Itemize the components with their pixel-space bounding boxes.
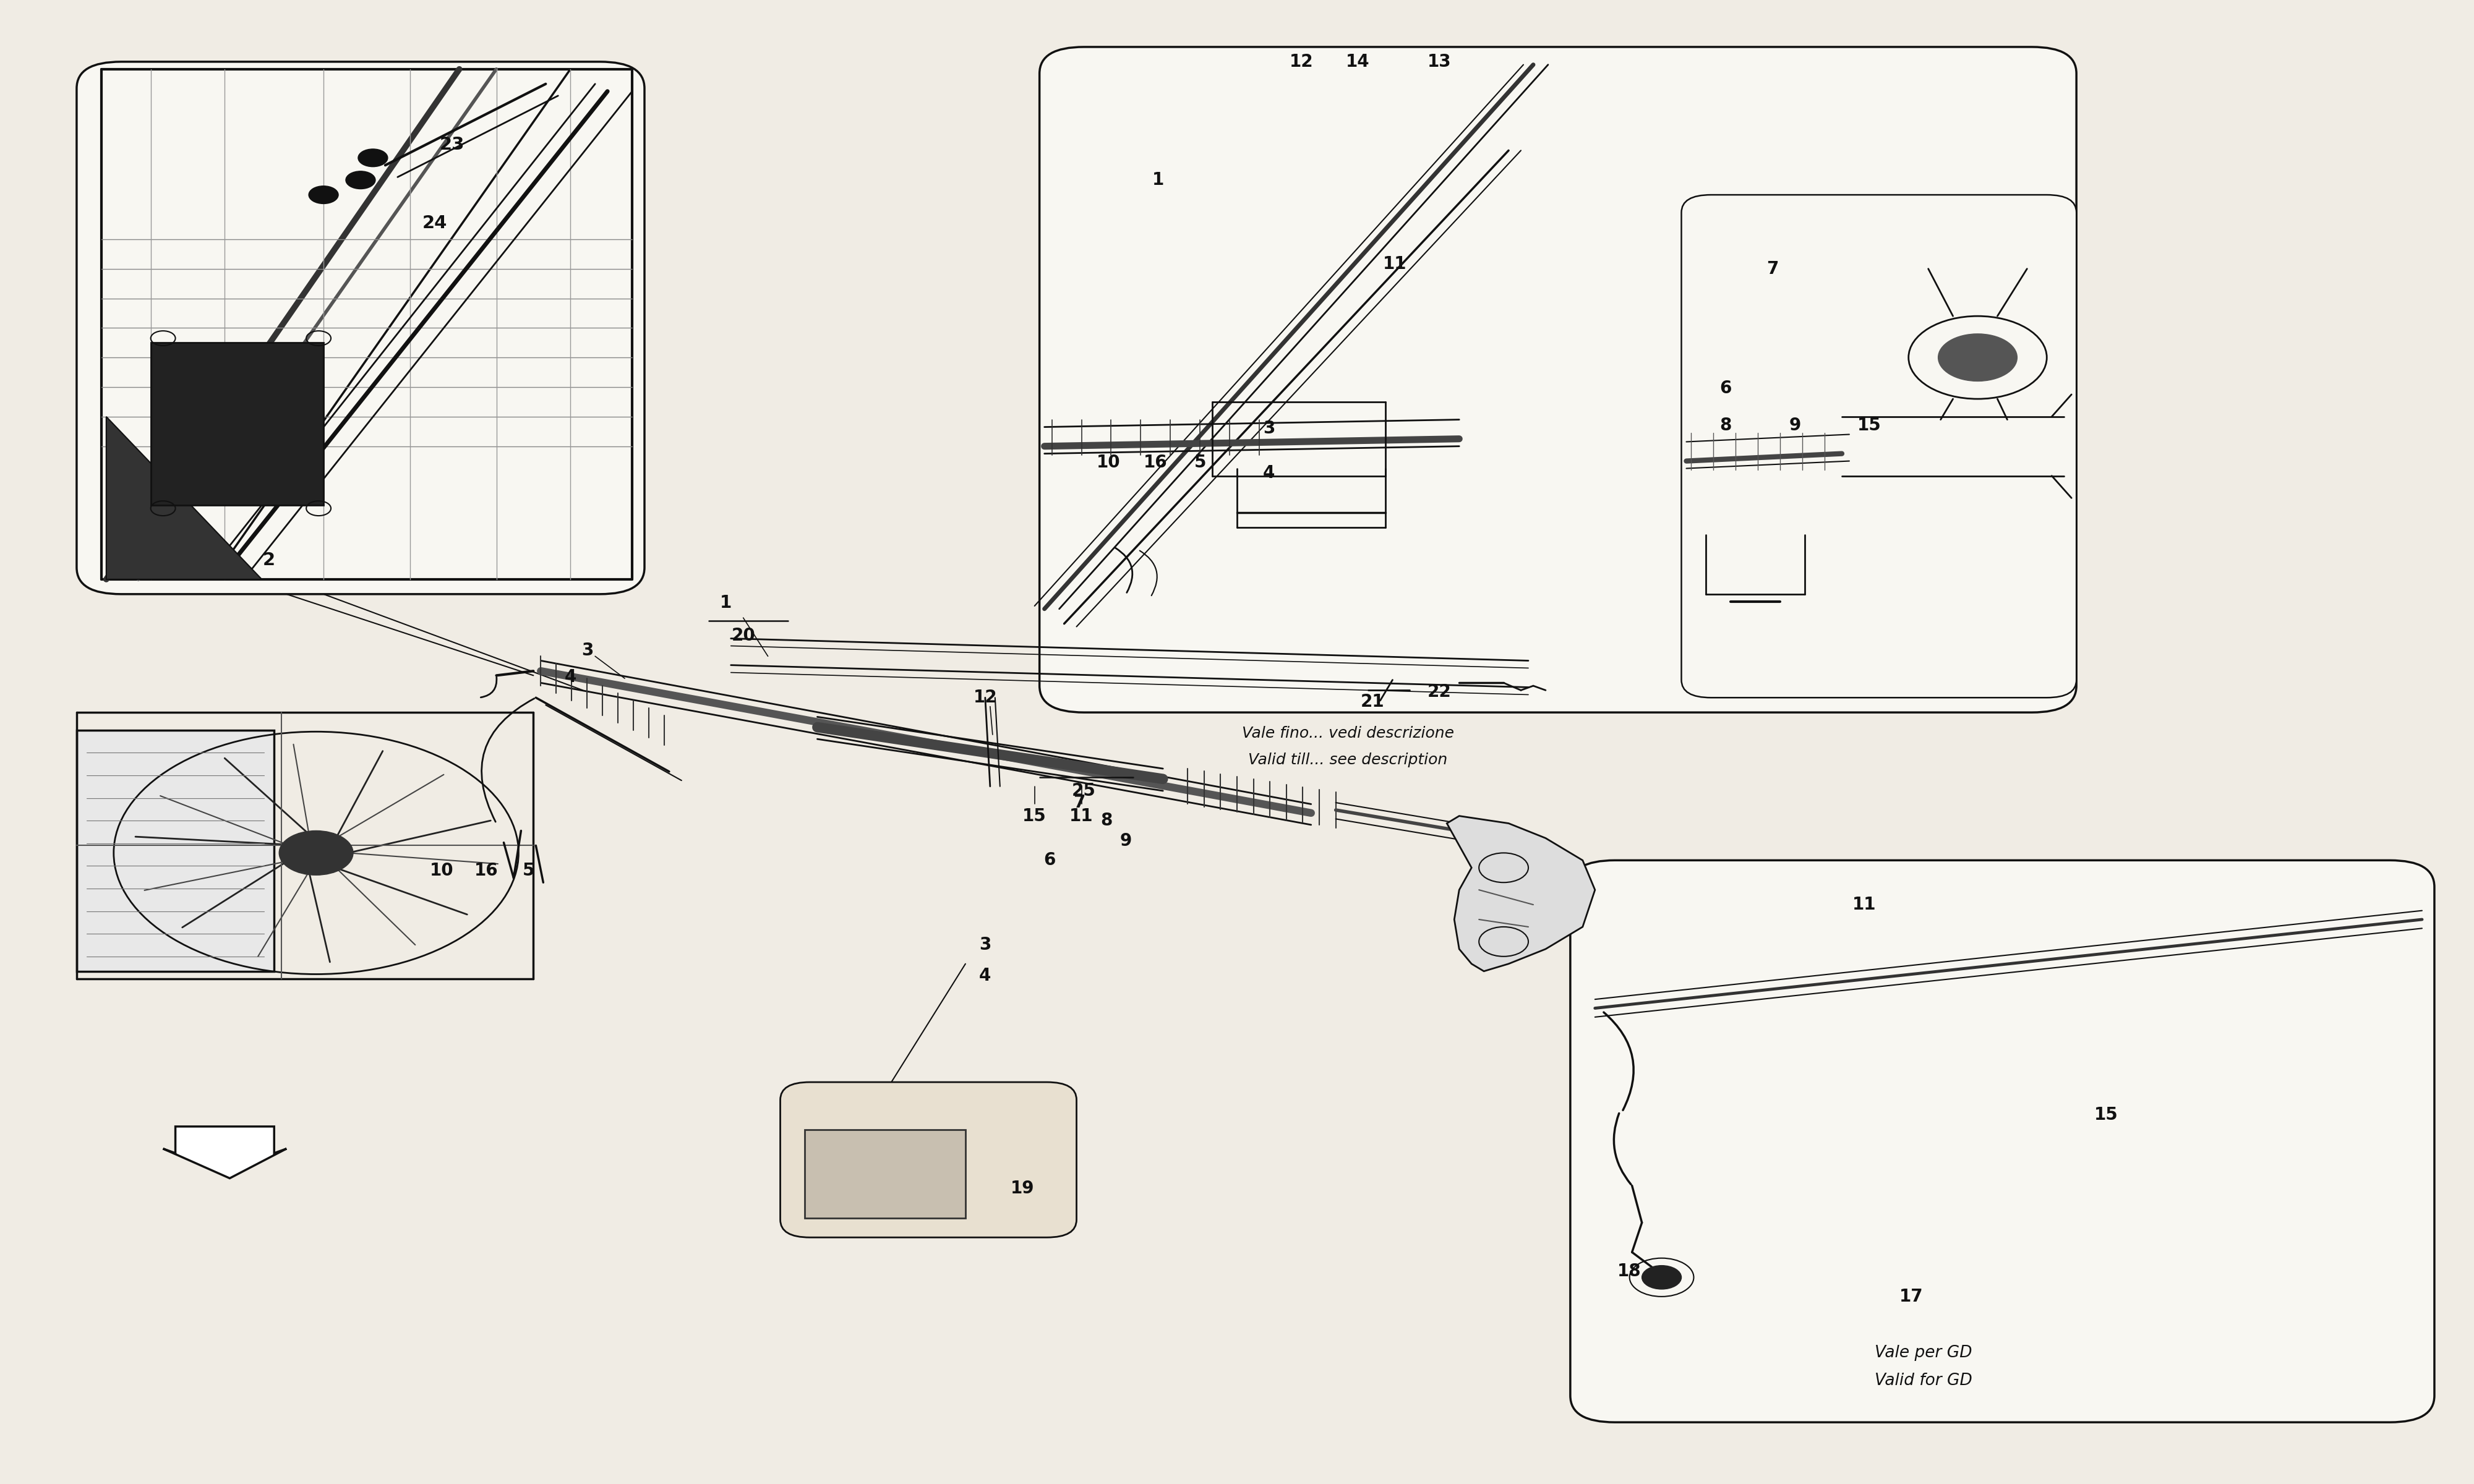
Text: 25: 25	[1071, 782, 1096, 800]
Text: 6: 6	[1719, 380, 1732, 398]
Text: 9: 9	[1121, 833, 1133, 850]
Text: 4: 4	[1264, 464, 1274, 481]
Text: 15: 15	[1022, 807, 1047, 825]
Text: 4: 4	[980, 968, 992, 984]
Bar	[77, 730, 275, 971]
Text: 9: 9	[1789, 417, 1801, 435]
Text: 5: 5	[522, 862, 534, 880]
Text: 14: 14	[1346, 53, 1371, 70]
Text: 7: 7	[1766, 260, 1779, 278]
Text: 5: 5	[1195, 454, 1205, 470]
Text: 18: 18	[1618, 1263, 1640, 1281]
FancyBboxPatch shape	[1571, 861, 2434, 1422]
FancyBboxPatch shape	[77, 62, 643, 594]
Text: 7: 7	[1074, 794, 1086, 812]
Text: 19: 19	[1009, 1180, 1034, 1198]
Text: 3: 3	[1264, 420, 1274, 438]
Text: 22: 22	[1427, 683, 1452, 700]
Text: 21: 21	[1361, 693, 1385, 711]
Circle shape	[309, 186, 339, 203]
Text: 23: 23	[440, 137, 465, 153]
Text: 1: 1	[1153, 171, 1163, 188]
Text: 1: 1	[720, 594, 732, 611]
Text: 12: 12	[972, 689, 997, 706]
Text: 24: 24	[423, 214, 448, 232]
Text: 8: 8	[1101, 812, 1113, 830]
Polygon shape	[106, 417, 262, 579]
Circle shape	[1937, 334, 2016, 381]
Text: 2: 2	[262, 552, 275, 568]
Bar	[804, 1129, 965, 1218]
Text: 6: 6	[1044, 852, 1056, 870]
Text: 11: 11	[1383, 255, 1408, 273]
Circle shape	[359, 148, 388, 166]
Text: 3: 3	[581, 641, 594, 659]
Circle shape	[346, 171, 376, 188]
Text: 15: 15	[2093, 1106, 2118, 1123]
Text: 11: 11	[1853, 896, 1875, 913]
Polygon shape	[1447, 816, 1596, 971]
Text: 10: 10	[430, 862, 453, 880]
Text: Valid till... see description: Valid till... see description	[1249, 752, 1447, 767]
Text: 11: 11	[1069, 807, 1094, 825]
Text: 16: 16	[475, 862, 497, 880]
Circle shape	[1643, 1266, 1682, 1290]
Text: 10: 10	[1096, 454, 1121, 470]
Text: 20: 20	[732, 626, 755, 644]
Text: 8: 8	[1719, 417, 1732, 435]
Text: Vale fino... vedi descrizione: Vale fino... vedi descrizione	[1242, 726, 1455, 741]
Text: 12: 12	[1289, 53, 1314, 70]
Circle shape	[280, 831, 354, 876]
Text: 17: 17	[1900, 1288, 1922, 1306]
Polygon shape	[163, 1126, 287, 1178]
Text: Valid for GD: Valid for GD	[1875, 1373, 1972, 1389]
FancyBboxPatch shape	[1682, 194, 2076, 697]
Text: 4: 4	[564, 668, 576, 686]
Text: 15: 15	[1858, 417, 1880, 435]
Text: Vale per GD: Vale per GD	[1875, 1345, 1972, 1361]
FancyBboxPatch shape	[779, 1082, 1076, 1238]
Text: 16: 16	[1143, 454, 1168, 470]
Bar	[151, 343, 324, 506]
Text: 3: 3	[980, 936, 992, 953]
Text: 13: 13	[1427, 53, 1452, 70]
FancyBboxPatch shape	[1039, 47, 2076, 712]
